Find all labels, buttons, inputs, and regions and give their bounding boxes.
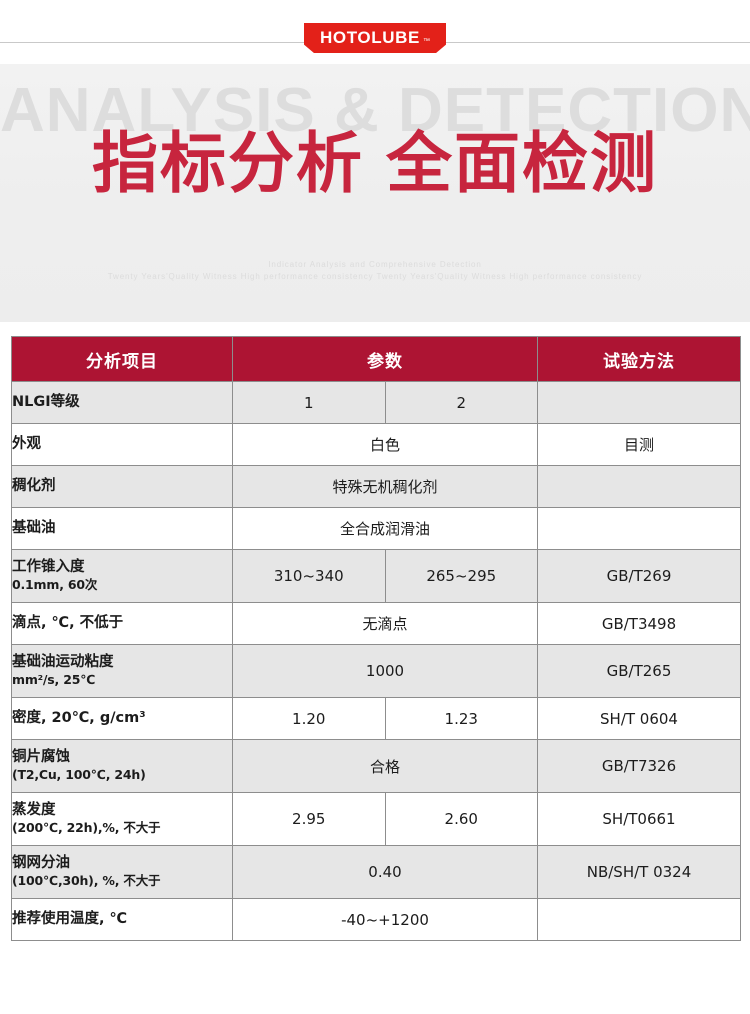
cell-analysis-item: 密度, 20℃, g/cm³	[11, 697, 233, 740]
column-header-item: 分析项目	[11, 336, 233, 382]
cell-parameter-value: 无滴点	[232, 602, 538, 645]
cell-analysis-item: 基础油运动粘度 mm²/s, 25℃	[11, 644, 233, 698]
cell-test-method: GB/T3498	[537, 602, 741, 645]
table-row: 推荐使用温度, ℃ -40~+1200	[11, 898, 741, 941]
trademark-symbol: ™	[422, 37, 430, 45]
cell-parameter-value: -40~+1200	[232, 898, 538, 941]
cell-parameter-value: 合格	[232, 739, 538, 793]
cell-parameter-value: 1000	[232, 644, 538, 698]
logo-wordmark: HOTOLUBE	[320, 28, 420, 47]
cell-analysis-item: 蒸发度 (200℃, 22h),%, 不大于	[11, 792, 233, 846]
cell-analysis-item: NLGI等级	[11, 381, 233, 424]
cell-analysis-item: 外观	[11, 423, 233, 466]
cell-parameter-value-grade2: 2.60	[384, 792, 538, 846]
cell-test-method	[537, 465, 741, 508]
hero-subtitle-english: Indicator Analysis and Comprehensive Det…	[268, 260, 482, 269]
cell-analysis-item-sub: 0.1mm, 60次	[12, 577, 98, 593]
cell-parameter-value: 特殊无机稠化剂	[232, 465, 538, 508]
table-row: 钢网分油 (100℃,30h), %, 不大于 0.40 NB/SH/T 0324	[11, 845, 741, 899]
table-row: 密度, 20℃, g/cm³ 1.20 1.23 SH/T 0604	[11, 697, 741, 740]
spec-table-container: 分析项目 参数 试验方法 NLGI等级 1 2 外观 白色 目测 稠化剂 特殊无机稠化剂 基础油…	[0, 322, 750, 941]
table-row: 蒸发度 (200℃, 22h),%, 不大于 2.95 2.60 SH/T0661	[11, 792, 741, 846]
cell-parameter-value: 白色	[232, 423, 538, 466]
page-title: 指标分析 全面检测	[0, 126, 750, 202]
table-row: 稠化剂 特殊无机稠化剂	[11, 465, 741, 508]
table-row: NLGI等级 1 2	[11, 381, 741, 424]
cell-parameter-value-grade1: 2.95	[232, 792, 386, 846]
cell-analysis-item-sub: (T2,Cu, 100℃, 24h)	[12, 767, 146, 783]
logo-bar: HOTOLUBE ™	[0, 0, 750, 64]
cell-analysis-item: 基础油	[11, 507, 233, 550]
hero-banner: ANALYSIS & DETECTION 指标分析 全面检测 Indicator …	[0, 64, 750, 322]
column-header-method: 试验方法	[537, 336, 741, 382]
table-row: 铜片腐蚀 (T2,Cu, 100℃, 24h) 合格 GB/T7326	[11, 739, 741, 793]
cell-parameter-value-grade1: 310~340	[232, 549, 386, 603]
hotolube-logo[interactable]: HOTOLUBE ™	[304, 23, 446, 53]
cell-parameter-value-grade2: 2	[384, 381, 538, 424]
cell-test-method: SH/T 0604	[537, 697, 741, 740]
cell-analysis-item: 推荐使用温度, ℃	[11, 898, 233, 941]
cell-test-method: GB/T269	[537, 549, 741, 603]
cell-test-method: GB/T265	[537, 644, 741, 698]
cell-parameter-value: 0.40	[232, 845, 538, 899]
cell-parameter-value-grade1: 1	[232, 381, 386, 424]
cell-analysis-item-sub: (200℃, 22h),%, 不大于	[12, 820, 161, 836]
table-row: 工作锥入度 0.1mm, 60次 310~340 265~295 GB/T269	[11, 549, 741, 603]
cell-analysis-item: 滴点, ℃, 不低于	[11, 602, 233, 645]
cell-parameter-value-grade2: 265~295	[384, 549, 538, 603]
cell-analysis-item: 钢网分油 (100℃,30h), %, 不大于	[11, 845, 233, 899]
cell-analysis-item: 铜片腐蚀 (T2,Cu, 100℃, 24h)	[11, 739, 233, 793]
cell-test-method: 目测	[537, 423, 741, 466]
table-header-row: 分析项目 参数 试验方法	[11, 336, 741, 382]
cell-parameter-value: 全合成润滑油	[232, 507, 538, 550]
cell-test-method: NB/SH/T 0324	[537, 845, 741, 899]
cell-test-method	[537, 898, 741, 941]
hero-subtitle-tagline: Twenty Years'Quality Witness High perfor…	[107, 272, 643, 281]
cell-analysis-item-sub: mm²/s, 25℃	[12, 672, 96, 688]
cell-analysis-item: 稠化剂	[11, 465, 233, 508]
cell-parameter-value-grade1: 1.20	[232, 697, 386, 740]
cell-parameter-value-grade2: 1.23	[384, 697, 538, 740]
cell-test-method	[537, 381, 741, 424]
hero-watermark-text: ANALYSIS & DETECTION	[0, 76, 750, 145]
page-title-right: 全面检测	[386, 125, 658, 202]
cell-test-method: GB/T7326	[537, 739, 741, 793]
table-body: NLGI等级 1 2 外观 白色 目测 稠化剂 特殊无机稠化剂 基础油 全合成润滑油 工作锥入度 0.…	[11, 381, 741, 941]
table-row: 基础油 全合成润滑油	[11, 507, 741, 550]
cell-analysis-item: 工作锥入度 0.1mm, 60次	[11, 549, 233, 603]
cell-test-method: SH/T0661	[537, 792, 741, 846]
table-row: 基础油运动粘度 mm²/s, 25℃ 1000 GB/T265	[11, 644, 741, 698]
column-header-parameter: 参数	[232, 336, 538, 382]
cell-test-method	[537, 507, 741, 550]
page-title-left: 指标分析	[92, 125, 364, 202]
specification-table: 分析项目 参数 试验方法 NLGI等级 1 2 外观 白色 目测 稠化剂 特殊无机稠化剂 基础油…	[11, 336, 741, 941]
table-row: 外观 白色 目测	[11, 423, 741, 466]
cell-analysis-item-sub: (100℃,30h), %, 不大于	[12, 873, 161, 889]
table-head: 分析项目 参数 试验方法	[11, 336, 741, 382]
table-row: 滴点, ℃, 不低于 无滴点 GB/T3498	[11, 602, 741, 645]
